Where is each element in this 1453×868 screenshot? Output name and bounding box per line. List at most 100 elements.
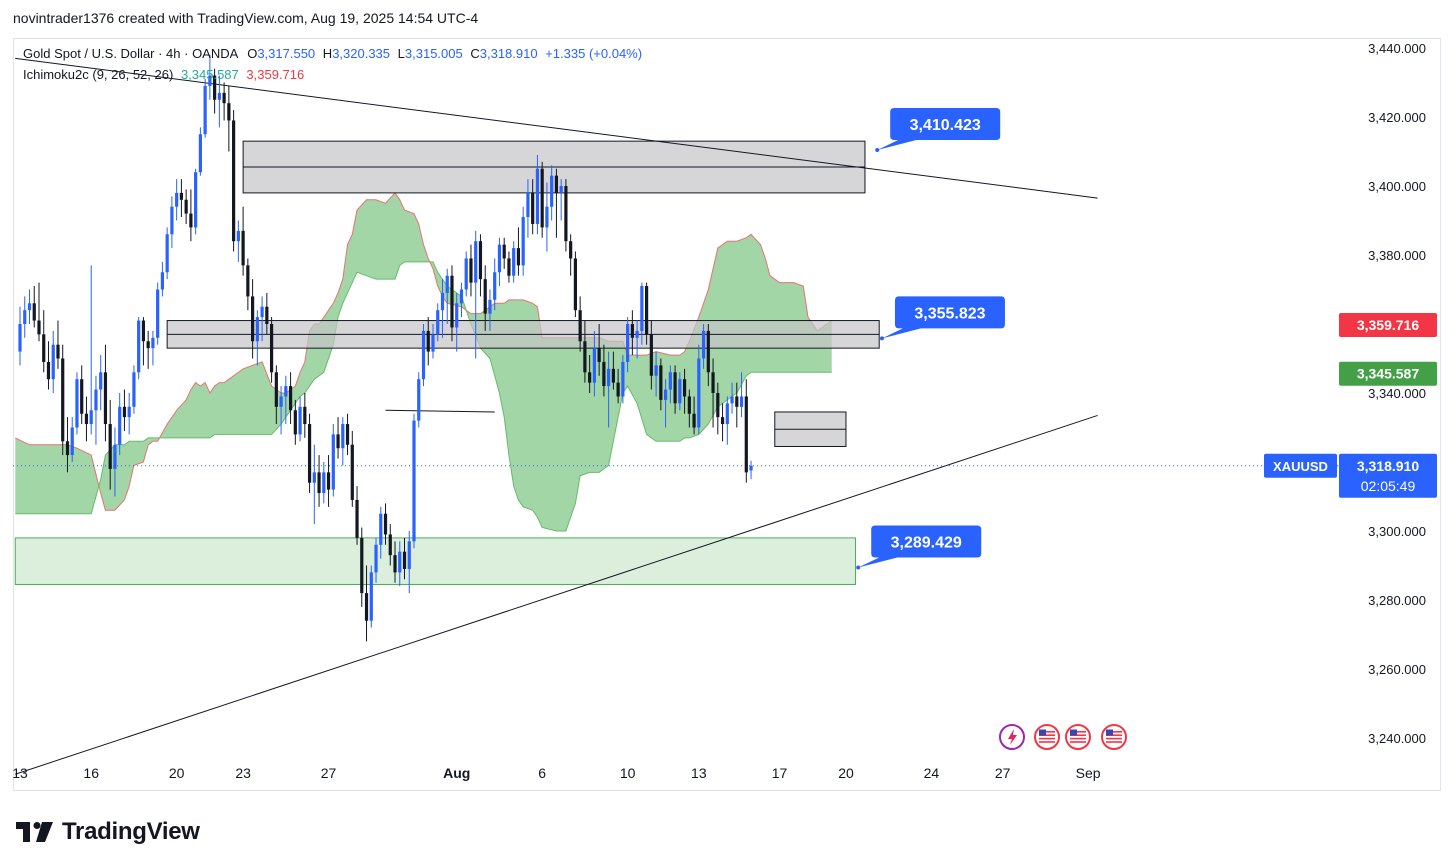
symbol-tag [1264,453,1337,478]
candle [103,344,108,442]
x-tick-label: 20 [169,765,185,781]
candle-body [42,334,46,362]
candle [725,396,729,445]
candle [46,341,51,390]
lightning-bolt [1008,729,1017,745]
candle-body [141,320,146,342]
candle-body [198,134,202,173]
y-tick-label: 3,300.000 [1368,524,1426,539]
y-tick-label: 3,420.000 [1368,110,1426,125]
candle [194,168,198,235]
candle [711,358,715,428]
legend-c-label: C [470,46,480,61]
candle-body [374,544,378,573]
candle-body [478,241,483,280]
candle-body [312,472,316,483]
candle [42,310,46,373]
flag-stripe [1039,731,1055,733]
tradingview-logo[interactable]: TradingView [16,818,200,846]
candle-body [583,341,587,373]
candle [483,265,487,331]
candle-body [474,241,478,283]
candle-body [630,324,634,338]
candle-body [640,286,644,331]
candle [497,237,502,287]
x-tick-label: Sep [1076,765,1101,781]
legend-row-1: Gold Spot / U.S. Dollar · 4h · OANDA O3,… [23,46,642,61]
zones [14,140,880,585]
candle-body [65,441,70,456]
callout-label: 3,355.823 [914,305,985,322]
candle-body [350,444,354,500]
candle-body [450,275,454,328]
candle [322,462,326,504]
candle-body [23,310,27,324]
candle-body [588,372,592,383]
flag-canton [1070,729,1077,736]
x-tick-label: 6 [538,765,546,781]
candle-body [716,393,720,418]
candle-body [417,379,421,421]
candle [735,382,739,428]
candle [716,382,720,435]
legend-l-label: L [397,46,405,61]
candle-body [569,241,573,259]
candle-body [512,248,516,276]
candle-body [735,396,739,407]
candle-body [393,555,397,573]
candle [198,127,202,176]
callouts: 3,410.423 3,355.823 3,289.429 [856,108,1005,570]
candle-body [383,513,388,535]
candle [554,168,559,238]
event-icons [999,724,1127,750]
candle-body [156,289,160,338]
candle [227,85,231,152]
candle [23,296,27,338]
us-flag-icon [1101,724,1127,750]
candle [398,541,402,587]
candle-body [388,534,392,556]
candle-body [626,324,630,362]
candle-body [189,213,193,228]
candle [37,282,41,342]
x-tick-label: 16 [83,765,99,781]
us-flag-icon [1034,724,1060,750]
candle-body [288,386,293,411]
candle [607,351,611,428]
callout-bubble [881,296,1005,339]
candle [673,365,677,414]
candle-body [720,417,725,425]
flag-stripe [1070,734,1086,736]
candle-body [431,334,435,352]
candle [706,324,710,387]
candle-body [730,396,734,404]
candle [65,417,70,473]
candle [61,344,65,456]
candle [137,317,141,380]
candle-body [635,330,639,338]
candle-body [526,192,530,218]
candle-body [649,334,653,376]
candle [132,365,136,414]
candle-body [578,310,582,342]
candle [687,389,691,428]
candle-body [531,192,535,224]
candle [288,372,293,425]
candle [531,179,535,235]
candle-body [654,365,658,376]
legend-indicator[interactable]: Ichimoku2c (9, 26, 52, 26) [23,67,174,82]
candle-body [75,379,79,428]
candle [559,179,563,221]
candle [141,317,146,366]
candles [18,54,753,642]
candle [488,289,492,331]
candle-body [369,572,373,621]
candle [668,365,672,404]
candle [573,251,577,318]
candle [630,310,634,356]
candle [507,251,511,283]
flag-stripe [1106,734,1122,736]
candle [635,320,639,359]
candle [426,317,430,366]
